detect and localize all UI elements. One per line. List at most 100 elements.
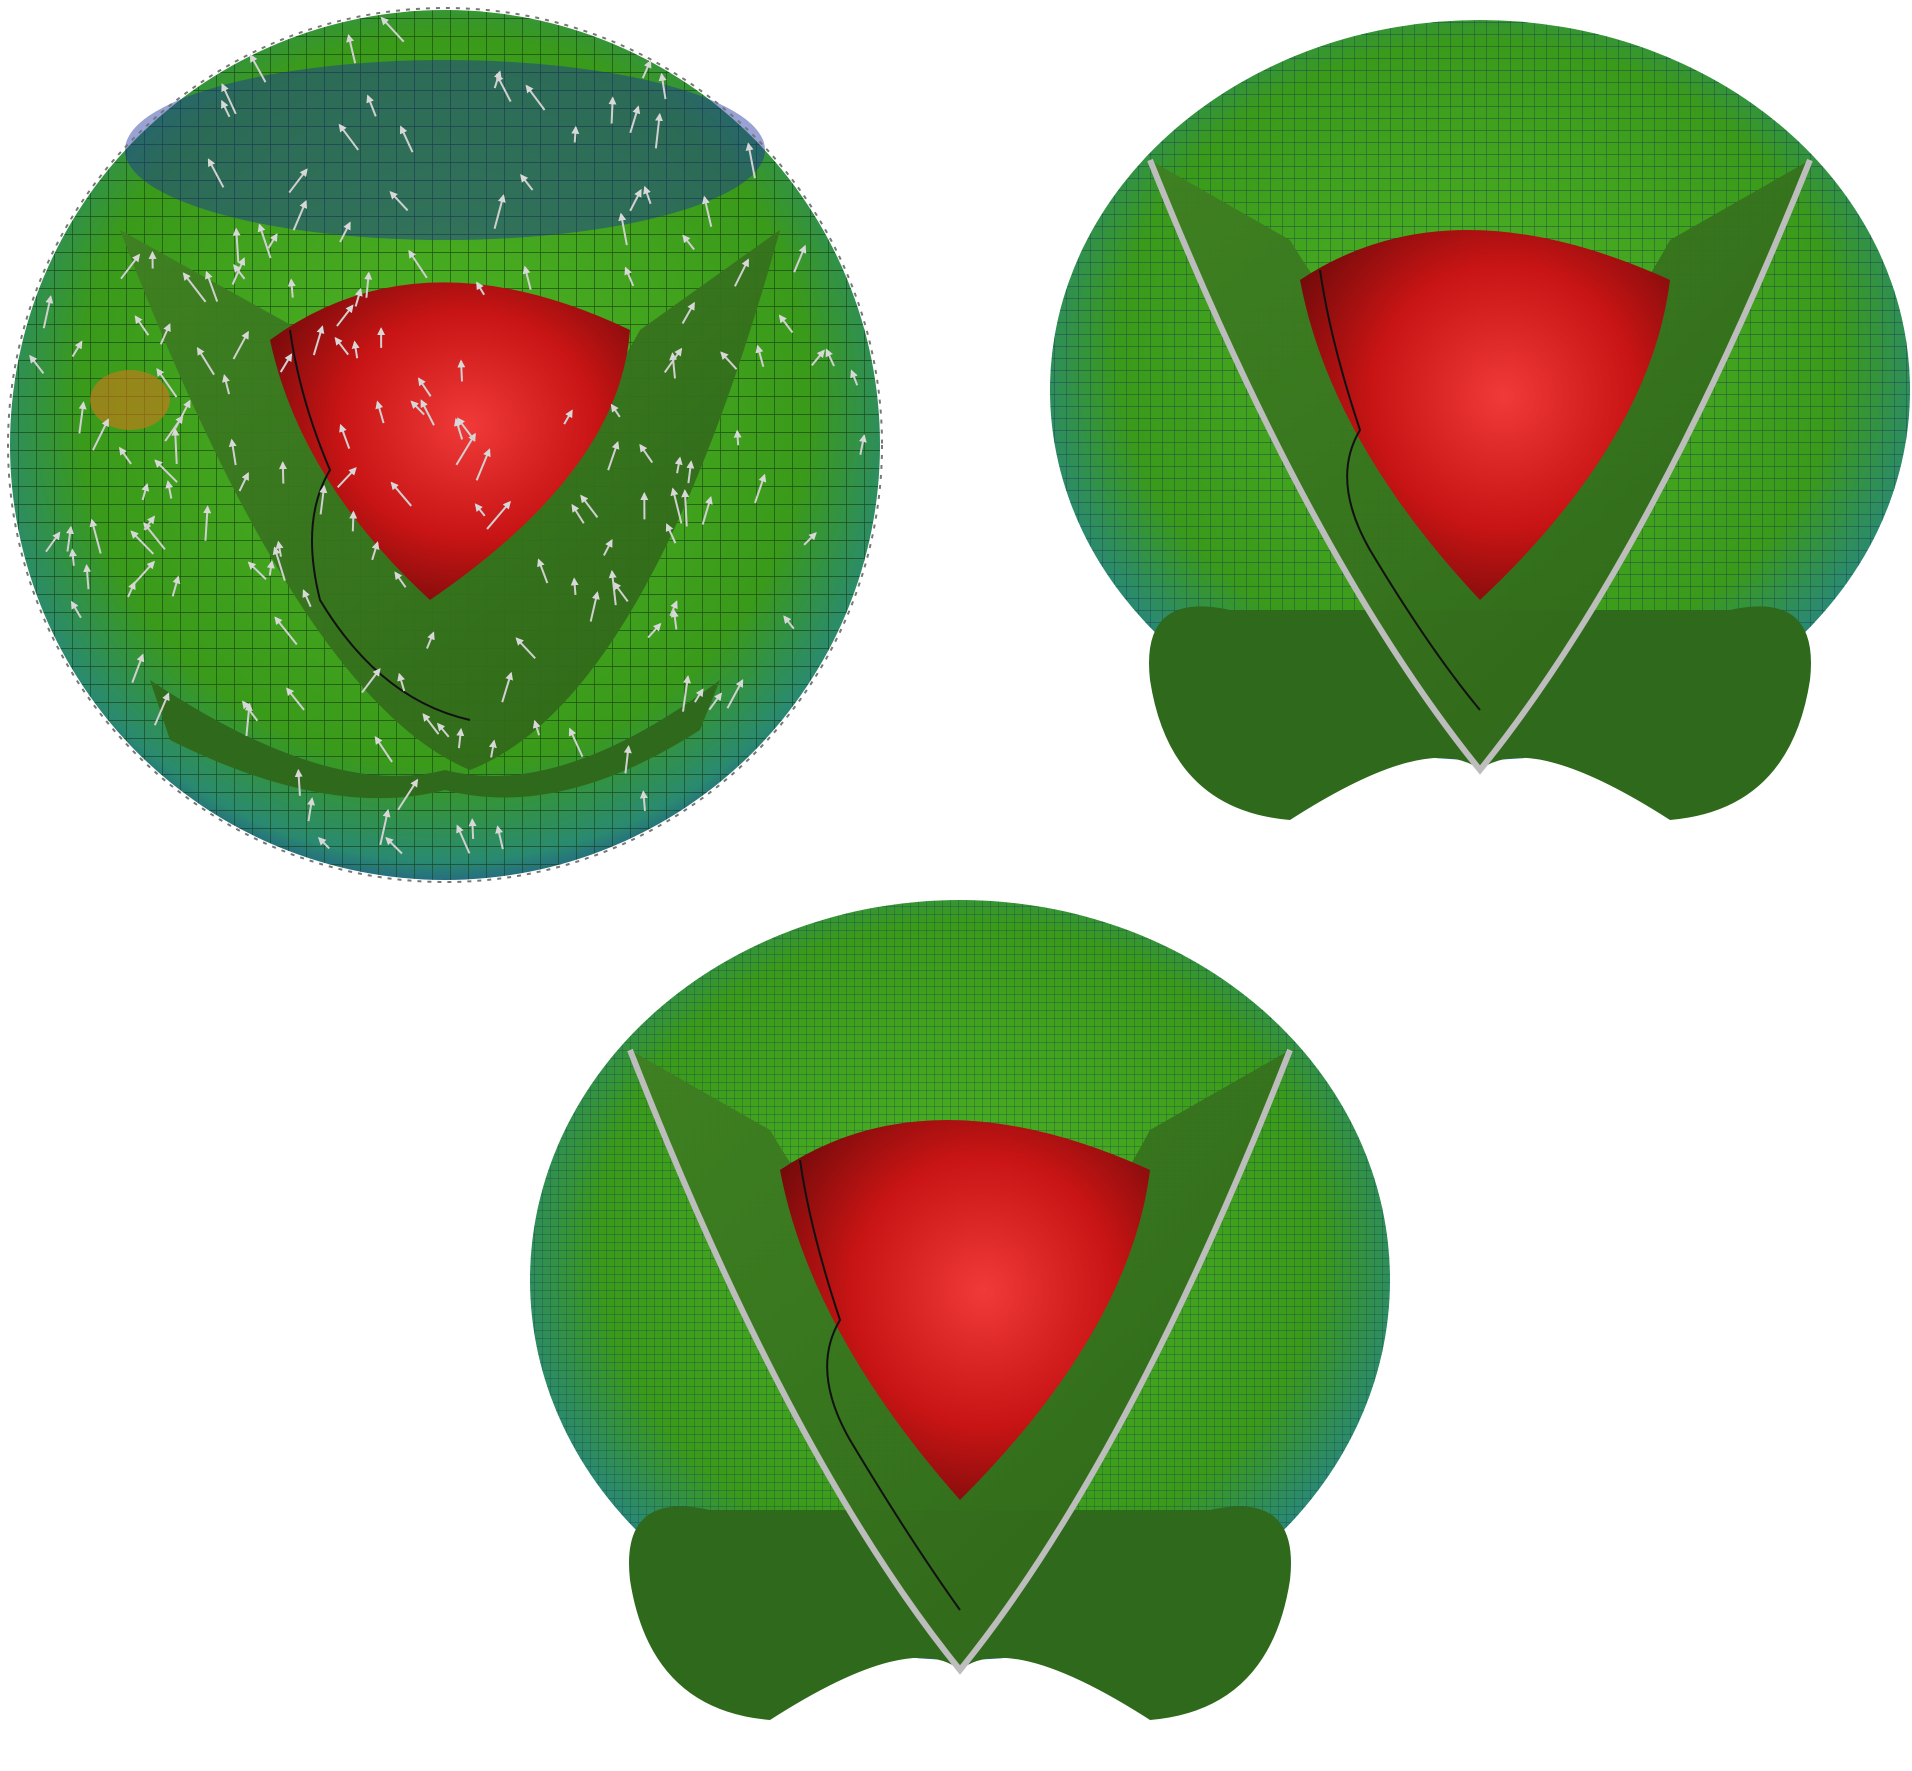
velocity-arrow [456,727,465,749]
velocity-arrow [228,438,237,466]
velocity-arrow [745,142,756,179]
velocity-arrow [232,330,249,360]
velocity-arrow [417,377,432,397]
velocity-arrow [670,487,683,524]
velocity-arrow [285,687,305,711]
warm-region [90,370,170,430]
panel-fine-mesh [510,890,1400,1771]
velocity-arrow [603,538,613,556]
velocity-arrow [366,94,377,117]
velocity-arrow [803,532,817,546]
velocity-arrow [670,609,679,630]
velocity-arrow [708,692,723,711]
velocity-arrow [754,473,767,504]
velocity-arrow [639,790,648,811]
velocity-arrow [222,374,231,395]
velocity-arrow [397,672,406,692]
velocity-arrow [623,745,632,774]
velocity-arrow [221,83,237,115]
velocity-arrow [389,191,409,212]
velocity-arrow [390,481,412,507]
velocity-arrow [336,304,354,327]
velocity-arrow [338,123,360,151]
velocity-arrow [380,16,405,43]
velocity-arrow [658,72,667,100]
velocity-arrow [375,400,385,424]
core-sphere [780,1120,1150,1500]
cut-face-lower-lobes [150,680,720,799]
velocity-arrow [493,194,506,229]
velocity-arrow [701,495,713,525]
velocity-arrow [397,778,419,811]
velocity-arrow [681,675,691,712]
velocity-arrow [474,503,486,517]
velocity-arrow [720,351,738,370]
earth-cutaway-render-b [1050,20,1910,820]
velocity-arrow [336,467,357,488]
velocity-arrow [394,571,407,588]
velocity-arrow [608,569,617,606]
velocity-arrow [457,359,466,382]
velocity-arrow [319,484,328,515]
velocity-arrow [654,112,663,149]
velocity-arrow [570,577,579,595]
velocity-arrow [205,270,219,302]
cold-region [125,60,765,240]
velocity-arrow [68,548,77,566]
velocity-arrow [755,344,765,368]
velocity-arrow [426,631,435,649]
velocity-arrow [385,836,403,855]
velocity-arrow [89,518,102,554]
cut-edge-outline [627,1048,1293,1675]
velocity-arrow [589,591,600,622]
velocity-arrow [669,600,678,617]
velocity-arrow [247,561,267,580]
velocity-arrow [643,185,652,205]
velocity-arrow [312,325,325,356]
velocity-arrow [272,546,286,581]
velocity-arrow [278,461,287,484]
velocity-arrow [267,233,278,249]
velocity-arrow [571,503,585,524]
velocity-arrow [475,448,491,481]
velocity-arrow [153,692,170,726]
velocity-arrow [783,615,795,630]
velocity-arrow [288,168,308,194]
velocity-arrow [858,434,867,455]
velocity-arrow [182,272,207,303]
velocity-arrow [279,353,293,373]
velocity-arrow [349,510,358,532]
velocity-arrow [361,667,381,694]
velocity-arrow [70,600,82,619]
velocity-arrow [455,432,476,466]
velocity-arrow [130,530,155,555]
velocity-arrow [374,736,393,763]
velocity-arrow [618,212,628,246]
velocity-arrow [641,59,652,79]
velocity-arrow [647,622,662,639]
velocity-arrow [850,369,859,386]
velocity-arrow [629,105,641,134]
velocity-arrow [629,188,642,212]
panel-medium-mesh [1030,10,1912,890]
velocity-arrow [733,258,750,287]
velocity-arrow [624,266,635,287]
velocity-arrow [580,494,599,518]
velocity-arrow [29,354,45,375]
velocity-arrow [83,563,92,590]
velocity-arrow [563,409,573,425]
velocity-arrow [811,349,825,367]
velocity-arrow [613,581,629,603]
velocity-arrow [143,515,156,531]
sphere-outline [7,7,883,883]
cut-edge-outline [1147,158,1813,775]
panel-coarse-mesh-with-velocity-arrows [0,0,890,890]
velocity-arrow [422,713,440,735]
velocity-arrow [292,199,308,231]
velocity-arrow [694,688,704,703]
velocity-arrow [476,281,485,296]
velocity-arrow [456,824,471,854]
velocity-arrow [537,558,549,584]
velocity-arrow [522,265,532,290]
velocity-arrow [525,84,546,111]
